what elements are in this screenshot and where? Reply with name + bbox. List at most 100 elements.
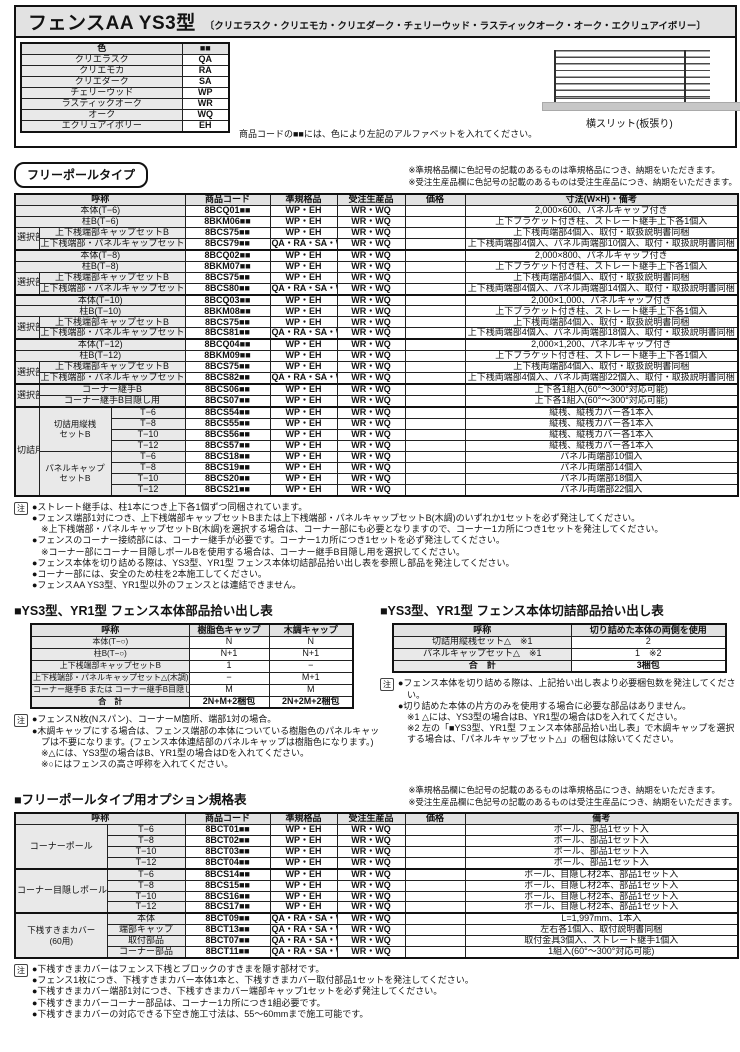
code-cell: 8BCS56■■: [184, 428, 271, 441]
std-cell: WP・EH: [269, 439, 338, 452]
note-icon: 注: [14, 714, 28, 728]
remark-cell: ポール、部品1セット入: [464, 824, 739, 837]
set-group-label-line2: セットB: [59, 473, 91, 484]
color-code-cell: RA: [181, 64, 230, 77]
col-header-price: 価格: [404, 812, 466, 826]
note-lines: ●下桟すきまカバーはフェンス下桟とブロックのすきまを隠す部材です。 ●フェンス1枚…: [32, 964, 474, 1020]
pickup-parts-heading: ■YS3型、YR1型 フェンス本体部品拾い出し表: [14, 604, 273, 619]
option-group-cell: コーナー目隠しポールB: [14, 867, 108, 914]
mto-cell: WR・WQ: [336, 394, 406, 408]
color-table-body: クリエラスク QA クリエモカ RA クリエダーク SA: [20, 53, 230, 133]
mto-cell: WR・WQ: [336, 383, 406, 397]
code-cell: 8BCQ01■■: [184, 204, 271, 217]
size-cell: T−8: [110, 461, 186, 474]
code-cell: 8BCS20■■: [184, 472, 271, 485]
main-notes: 注 ●ストレート継手は、柱1本につき上下各1個ずつ同梱されています。 ●フェンス端…: [14, 501, 737, 592]
note-line: ●フェンス本体を切り詰める際は、YS3型、YR1型 フェンス本体切詰部品拾い出し…: [32, 557, 515, 568]
code-cell: 8BCT09■■: [184, 912, 271, 926]
std-cell: WP・EH: [269, 405, 338, 419]
top-box: フェンスAA YS3型 〔クリエラスク・クリエモカ・クリエダーク・チェリーウッド…: [14, 5, 740, 148]
fence-post-right: [684, 50, 686, 110]
std-cell: WP・EH: [269, 226, 338, 239]
code-cell: 8BCS17■■: [184, 901, 271, 914]
note-line: ●ストレート継手は、柱1本につき上下各1個ずつ同梱されています。: [32, 501, 308, 512]
product-row: T−8 8BCS19■■ WP・EH WR・WQ パネル両端部14個入: [15, 461, 739, 474]
color-name-cell: オーク: [20, 108, 183, 121]
price-cell: [404, 361, 466, 374]
pickup-cut-heading: ■YS3型、YR1型 フェンス本体切詰部品拾い出し表: [380, 604, 664, 619]
code-cell: 8BCS14■■: [184, 867, 271, 881]
product-row: T−12 8BCT04■■ WP・EH WR・WQ ポール、部品1セット入: [15, 856, 739, 870]
name-cell: コーナー継手B または コーナー継手B目隠し用: [30, 683, 190, 697]
selector-label-cell: 選択部材: [14, 383, 40, 408]
product-row: T−10 8BCS20■■ WP・EH WR・WQ パネル両端部18個入: [15, 472, 739, 485]
mto-cell: WR・WQ: [336, 945, 406, 959]
note-icon: 注: [380, 678, 394, 692]
code-cell: 8BCQ03■■: [184, 293, 271, 307]
product-row: 本体(T−8) 8BCQ02■■ WP・EH WR・WQ 2,000×800、パネルキャ…: [14, 248, 739, 262]
std-cell: WP・EH: [269, 428, 338, 441]
color-name-cell: クリエラスク: [20, 53, 183, 66]
set-group-label-line1: 切詰用縦桟: [53, 418, 97, 429]
bottom-notes: 注 ●下桟すきまカバーはフェンス下桟とブロックのすきまを隠す部材です。 ●フェンス…: [14, 963, 737, 1020]
code-cell: 8BCS18■■: [184, 450, 271, 463]
color-table: 色 ■■ クリエラスク QA クリエモカ RA: [20, 42, 230, 133]
std-cell: WP・EH: [269, 901, 338, 914]
code-cell: 8BCS75■■: [184, 271, 271, 284]
product-row: T−8 8BCS55■■ WP・EH WR・WQ 縦桟、縦桟カバー各1本入: [15, 417, 739, 430]
color-row: クリエラスク QA: [20, 53, 230, 66]
spec-cell: 上下桟両端部4個入、パネル両端部14個入、取付・取扱説明書同梱: [464, 282, 739, 296]
code-cell: 8BKM08■■: [184, 305, 271, 318]
code-cell: 8BKM09■■: [184, 350, 271, 363]
code-cell: 8BCT02■■: [184, 835, 271, 847]
header-row: 呼称 切り詰めた本体の両側を使用: [392, 623, 727, 637]
note-lines: ●フェンス本体を切り詰める際は、上記拾い出し表より必要梱包数を発注してください。…: [398, 678, 737, 745]
remark-cell: ポール、目隠し材2本、部品1セット入: [464, 890, 739, 903]
std-cell: WP・EH: [269, 338, 338, 352]
table-header-row: 呼称 商品コード 準規格品 受注生産品 価格 寸法(W×H)・備考: [14, 193, 739, 206]
product-row: 本体(T−10) 8BCQ03■■ WP・EH WR・WQ 2,000×1,000、パネ…: [14, 293, 739, 307]
note-line: ●フェンス端部1対につき、上下桟端部キャップセットBまたは上下桟端部・パネルキャ…: [32, 512, 641, 523]
spec-cell: 上下桟両端部4個入、取付・取扱説明書同梱: [464, 226, 739, 239]
color-row: オーク WQ: [20, 108, 230, 121]
freepole-table: 呼称 商品コード 準規格品 受注生産品 価格 寸法(W×H)・備考 本体(T−6…: [14, 193, 739, 497]
mto-cell: WR・WQ: [336, 405, 406, 419]
product-row: 上下桟端部・パネルキャップセットB(木調)8BCS82■■QA・RA・SA・WP…: [15, 372, 739, 385]
color-code-cell: WR: [181, 97, 230, 110]
name-cell: 本体(T−○): [30, 635, 190, 649]
note-line: ●フェンスのコーナー接続部には、コーナー継手が必要です。コーナー1カ所につき1セ…: [32, 535, 505, 546]
col-header-name: 呼称: [30, 623, 190, 637]
std-cell: QA・RA・SA・WP・EH: [269, 282, 338, 296]
size-cell: T−12: [106, 856, 186, 870]
size-cell: 取付部品: [106, 935, 186, 948]
code-cell: 8BCS55■■: [184, 417, 271, 430]
mto-cell: WR・WQ: [336, 417, 406, 430]
code-cell: 8BCS16■■: [184, 890, 271, 903]
mto-cell: WR・WQ: [336, 204, 406, 217]
remark-cell: L=1,997mm、1本入: [464, 912, 739, 926]
price-cell: [404, 282, 466, 296]
code-cell: 8BCS21■■: [184, 483, 271, 497]
pickup-parts-notes: 注 ●フェンスN枚(Nスパン)、コーナーM箇所、端部1対の場合。 ●木調キャップに…: [14, 714, 380, 770]
std-cell: QA・RA・SA・WP・EH: [269, 935, 338, 948]
std-cell: WP・EH: [269, 835, 338, 847]
code-cell: 8BCT07■■: [184, 935, 271, 948]
price-cell: [404, 461, 466, 474]
size-cell: T−10: [110, 472, 186, 485]
mto-cell: WR・WQ: [336, 372, 406, 385]
price-cell: [404, 350, 466, 363]
notice-line: ※受注生産品欄に色記号の記載のあるものは受注生産品につき、納期をいただきます。: [408, 177, 737, 187]
note-lines: ●ストレート継手は、柱1本につき上下各1個ずつ同梱されています。 ●フェンス端部1…: [32, 502, 663, 592]
price-cell: [404, 372, 466, 385]
mto-cell: WR・WQ: [336, 248, 406, 262]
mto-cell: WR・WQ: [336, 350, 406, 363]
mto-cell: WR・WQ: [336, 260, 406, 273]
color-name-cell: ラスティックオーク: [20, 97, 183, 110]
fence-slats: [554, 50, 710, 99]
name-cell: 上下桟端部・パネルキャップセット△(木調)(T−○): [30, 671, 190, 685]
qty-cell: 1 ※2: [570, 647, 727, 661]
pickup-row: 切詰用縦桟セット△ ※1 2: [392, 635, 727, 649]
color-row: エクリュアイボリー EH: [20, 119, 230, 133]
